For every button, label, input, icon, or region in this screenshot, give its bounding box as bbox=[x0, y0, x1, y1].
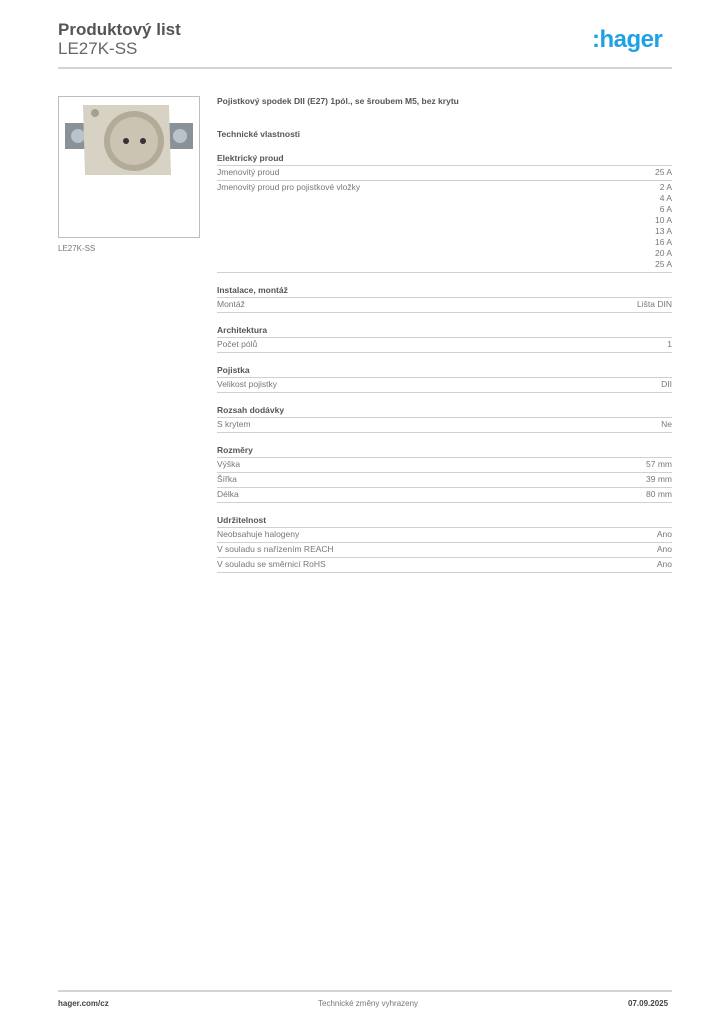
spec-value: 20 A bbox=[654, 248, 672, 258]
spec-row: Šířka 39 mm bbox=[217, 473, 672, 488]
spec-section: Elektrický proud Jmenovitý proud 25 A Jmeno… bbox=[217, 151, 672, 273]
spec-value: Ano bbox=[656, 544, 672, 554]
spec-value: 10 A bbox=[654, 215, 672, 225]
spec-values: 1 bbox=[667, 339, 672, 350]
footer-date: 07.09.2025 bbox=[628, 999, 669, 1008]
spec-section: Instalace, montáž Montáž Lišta DIN bbox=[217, 283, 672, 313]
spec-row: V souladu s nařízením REACH Ano bbox=[217, 543, 672, 558]
spec-value: 80 mm bbox=[646, 489, 672, 499]
spec-value: Ano bbox=[656, 529, 672, 539]
spec-value: 39 mm bbox=[646, 474, 672, 484]
spec-section: Rozměry Výška 57 mm Šířka 39 mm Délka 80 mm bbox=[217, 443, 672, 503]
spec-label: S krytem bbox=[217, 419, 251, 429]
spec-section: Pojistka Velikost pojistky DII bbox=[217, 363, 672, 393]
section-heading: Rozsah dodávky bbox=[217, 403, 672, 418]
spec-sections: Elektrický proud Jmenovitý proud 25 A Jmeno… bbox=[217, 151, 672, 573]
spec-label: Šířka bbox=[217, 474, 237, 484]
spec-value: Lišta DIN bbox=[637, 299, 672, 309]
spec-values: Lišta DIN bbox=[637, 299, 672, 310]
spec-values: 25 A bbox=[655, 167, 672, 178]
product-code: LE27K-SS bbox=[58, 39, 138, 58]
spec-label: Velikost pojistky bbox=[217, 379, 277, 389]
section-heading: Architektura bbox=[217, 323, 672, 338]
spec-values: 80 mm bbox=[646, 489, 672, 500]
spec-row: Neobsahuje halogeny Ano bbox=[217, 528, 672, 543]
product-image bbox=[58, 96, 200, 238]
spec-value: DII bbox=[661, 379, 672, 389]
spec-label: Délka bbox=[217, 489, 239, 499]
product-description: Pojistkový spodek DII (E27) 1pól., se šr… bbox=[217, 96, 459, 106]
spec-row: S krytem Ne bbox=[217, 418, 672, 433]
spec-section: Rozsah dodávky S krytem Ne bbox=[217, 403, 672, 433]
spec-label: V souladu s nařízením REACH bbox=[217, 544, 334, 554]
spec-row: Jmenovitý proud pro pojistkové vložky 2 A… bbox=[217, 181, 672, 273]
spec-value: Ne bbox=[661, 419, 672, 429]
spec-values: Ano bbox=[657, 559, 672, 570]
spec-value: 57 mm bbox=[646, 459, 672, 469]
spec-values: 57 mm bbox=[646, 459, 672, 470]
spec-section: Architektura Počet pólů 1 bbox=[217, 323, 672, 353]
section-heading: Elektrický proud bbox=[217, 151, 672, 166]
tech-properties-title: Technické vlastnosti bbox=[217, 129, 300, 139]
spec-values: 39 mm bbox=[646, 474, 672, 485]
spec-row: Výška 57 mm bbox=[217, 458, 672, 473]
image-caption: LE27K-SS bbox=[58, 244, 96, 253]
spec-value: 4 A bbox=[659, 193, 672, 203]
spec-value: 25 A bbox=[654, 259, 672, 269]
spec-label: Výška bbox=[217, 459, 241, 469]
hager-logo: :hager bbox=[592, 26, 663, 53]
section-heading: Instalace, montáž bbox=[217, 283, 672, 298]
spec-label: Počet pólů bbox=[217, 339, 258, 349]
spec-label: Montáž bbox=[217, 299, 245, 309]
spec-row: Jmenovitý proud 25 A bbox=[217, 166, 672, 181]
spec-label: Neobsahuje halogeny bbox=[217, 529, 300, 539]
spec-label: Jmenovitý proud pro pojistkové vložky bbox=[217, 182, 361, 192]
page-title: Produktový list bbox=[58, 20, 181, 39]
spec-value: Ano bbox=[656, 559, 672, 569]
spec-values: Ne bbox=[661, 419, 672, 430]
footer-website: hager.com/cz bbox=[58, 999, 109, 1008]
spec-row: Délka 80 mm bbox=[217, 488, 672, 503]
spec-value: 16 A bbox=[654, 237, 672, 247]
footer-divider bbox=[58, 990, 672, 992]
spec-values: Ano bbox=[657, 529, 672, 540]
spec-row: Montáž Lišta DIN bbox=[217, 298, 672, 313]
section-heading: Pojistka bbox=[217, 363, 672, 378]
section-heading: Udržitelnost bbox=[217, 513, 672, 528]
footer-note: Technické změny vyhrazeny bbox=[318, 999, 419, 1008]
specs-column: Pojistkový spodek DII (E27) 1pól., se šr… bbox=[217, 96, 672, 573]
spec-row: V souladu se směrnicí RoHS Ano bbox=[217, 558, 672, 573]
spec-label: V souladu se směrnicí RoHS bbox=[217, 559, 326, 569]
spec-value: 6 A bbox=[659, 204, 672, 214]
spec-value: 25 A bbox=[654, 167, 672, 177]
spec-row: Počet pólů 1 bbox=[217, 338, 672, 353]
spec-value: 2 A bbox=[659, 182, 672, 192]
spec-value: 1 bbox=[667, 339, 672, 349]
spec-value: 13 A bbox=[654, 226, 672, 236]
header-divider bbox=[58, 67, 672, 69]
spec-section: Udržitelnost Neobsahuje halogeny Ano V soul… bbox=[217, 513, 672, 573]
section-heading: Rozměry bbox=[217, 443, 672, 458]
spec-values: Ano bbox=[657, 544, 672, 555]
spec-row: Velikost pojistky DII bbox=[217, 378, 672, 393]
spec-label: Jmenovitý proud bbox=[217, 167, 280, 177]
spec-values: DII bbox=[661, 379, 672, 390]
